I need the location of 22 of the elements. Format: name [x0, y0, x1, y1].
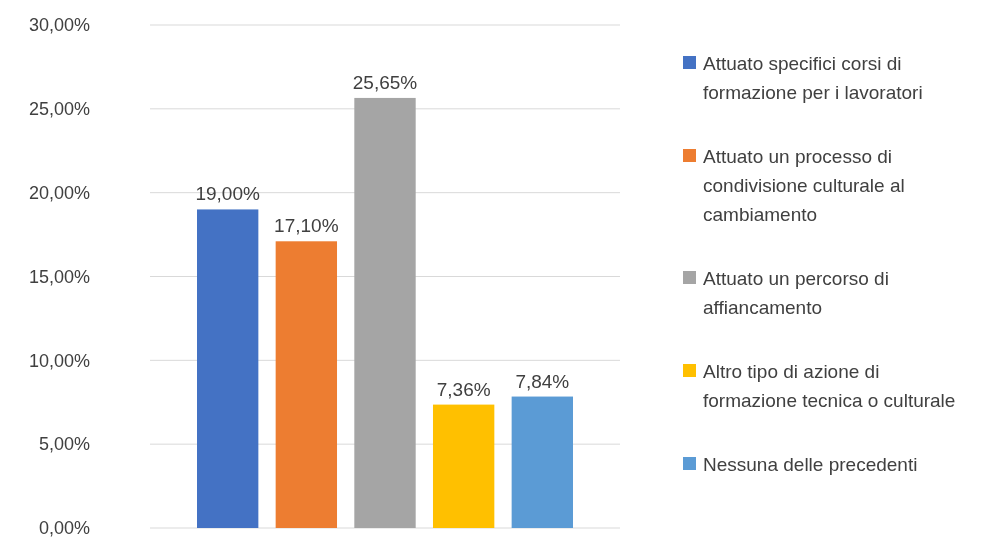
legend-label: Altro tipo di azione di formazione tecnica o culturale [703, 360, 956, 411]
data-label: 19,00% [195, 183, 260, 205]
y-tick-label: 30,00% [28, 15, 90, 36]
bar [275, 241, 338, 528]
data-label: 17,10% [274, 215, 339, 237]
data-label: 25,65% [352, 71, 418, 93]
bar [197, 209, 259, 528]
data-label: 7,84% [515, 370, 570, 392]
bar [432, 404, 495, 528]
legend-label: Attuato specifici corsi di formazione per i lavoratori [703, 52, 923, 103]
y-tick-label: 0,00% [38, 518, 90, 539]
y-tick-label: 5,00% [38, 434, 90, 455]
y-tick-label: 20,00% [28, 182, 90, 203]
legend-label: Attuato un percorso di affiancamento [703, 267, 889, 318]
y-tick-label: 10,00% [28, 350, 90, 371]
data-label: 7,36% [436, 378, 491, 400]
y-tick-label: 15,00% [28, 266, 90, 287]
legend-label: Nessuna delle precedenti [703, 453, 918, 475]
bar [354, 97, 416, 528]
legend-label: Attuato un processo di condivisione culturale al cambiamento [703, 145, 905, 225]
y-tick-label: 25,00% [28, 99, 90, 120]
bar [511, 396, 573, 528]
